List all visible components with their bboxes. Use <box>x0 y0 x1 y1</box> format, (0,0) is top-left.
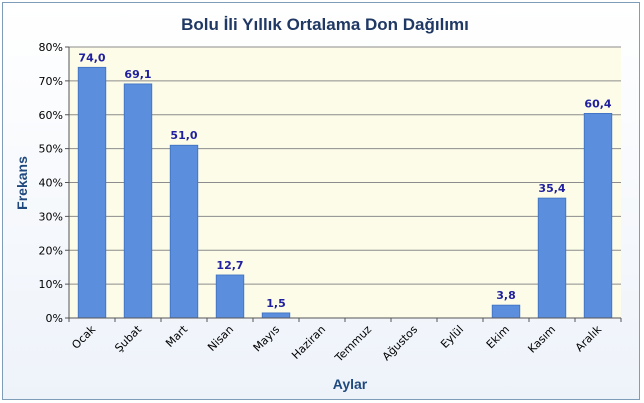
data-label: 74,0 <box>78 51 105 64</box>
y-tick-label: 0% <box>46 312 63 325</box>
data-labels: 74,0 69,1 51,0 12,7 1,5 3,8 35,4 60,4 <box>78 51 611 310</box>
bar <box>123 83 153 319</box>
y-tick-label: 40% <box>39 177 63 190</box>
bar <box>215 274 245 319</box>
y-tick-label: 60% <box>39 109 63 122</box>
bars <box>77 66 613 319</box>
x-tick-label: Ağustos <box>380 323 420 363</box>
x-axis-title: Aylar <box>333 376 368 392</box>
y-axis-ticks: 0% 10% 20% 30% 40% 50% 60% 70% 80% <box>39 41 69 325</box>
data-label: 12,7 <box>216 259 243 272</box>
x-tick-label: Nisan <box>205 323 236 354</box>
data-label: 69,1 <box>124 68 151 81</box>
bar <box>583 112 613 319</box>
bar <box>537 197 567 319</box>
x-tick-label: Kasım <box>525 323 558 356</box>
x-tick-label: Temmuz <box>332 323 374 365</box>
x-tick-label: Mayıs <box>251 323 283 355</box>
bar-chart: Bolu İli Yıllık Ortalama Don Dağılımı 0%… <box>14 15 622 392</box>
data-label: 1,5 <box>266 297 286 310</box>
x-axis-ticks: Ocak Şubat Mart Nisan Mayıs Haziran Temmuz Ağus… <box>68 318 622 365</box>
y-axis-title: Frekans <box>14 156 30 210</box>
x-tick-label: Şubat <box>112 322 144 354</box>
x-tick-label: Eylül <box>438 323 466 351</box>
y-tick-label: 80% <box>39 41 63 54</box>
y-tick-label: 50% <box>39 143 63 156</box>
x-tick-label: Ocak <box>69 322 98 351</box>
data-label: 35,4 <box>538 182 565 195</box>
x-tick-label: Mart <box>163 322 190 349</box>
bar <box>261 312 291 319</box>
x-tick-label: Haziran <box>289 323 328 362</box>
y-tick-label: 30% <box>39 210 63 223</box>
y-tick-label: 10% <box>39 278 63 291</box>
bar <box>491 304 521 319</box>
bar <box>169 144 199 319</box>
chart-frame: Bolu İli Yıllık Ortalama Don Dağılımı 0%… <box>2 2 640 400</box>
data-label: 60,4 <box>584 97 611 110</box>
x-tick-label: Ekim <box>484 323 512 351</box>
y-tick-label: 70% <box>39 75 63 88</box>
chart-title: Bolu İli Yıllık Ortalama Don Dağılımı <box>181 15 469 34</box>
data-label: 51,0 <box>170 129 197 142</box>
bar <box>77 66 107 319</box>
gridlines <box>69 46 621 285</box>
data-label: 3,8 <box>496 289 516 302</box>
x-tick-label: Aralık <box>573 322 605 354</box>
y-tick-label: 20% <box>39 244 63 257</box>
